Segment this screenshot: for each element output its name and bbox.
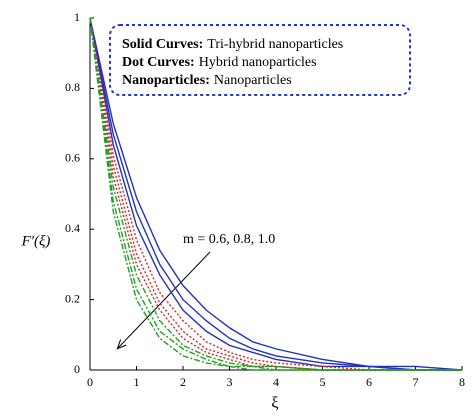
legend-text: Tri-hybrid nanoparticles — [207, 37, 343, 52]
legend-entry: Solid Curves: Tri-hybrid nanoparticles — [122, 37, 343, 52]
x-tick-label: 5 — [320, 375, 326, 389]
y-axis-label: F′(ξ) — [21, 233, 51, 249]
x-tick-label: 0 — [87, 375, 93, 389]
x-tick-label: 2 — [180, 375, 186, 389]
x-tick-label: 8 — [459, 375, 465, 389]
y-tick-label: 0.6 — [65, 151, 80, 165]
legend-text: Hybrid nanoparticles — [199, 55, 317, 70]
legend-style: Nanoparticles: — [122, 73, 210, 88]
curve — [89, 17, 462, 371]
legend-text: Nanoparticles — [214, 73, 292, 88]
legend-box — [109, 24, 411, 96]
y-tick-label: 1 — [74, 10, 80, 24]
x-tick-label: 3 — [227, 375, 233, 389]
x-tick-label: 7 — [413, 375, 419, 389]
legend-style: Dot Curves: — [122, 55, 195, 70]
curve — [89, 17, 462, 371]
x-tick-label: 4 — [273, 375, 279, 389]
y-tick-label: 0.4 — [65, 221, 80, 235]
legend-entry: Dot Curves: Hybrid nanoparticles — [122, 55, 317, 70]
legend-style: Solid Curves: — [122, 37, 203, 52]
annotation-arrow — [118, 251, 211, 348]
annotation: m = 0.6, 0.8, 1.0 — [183, 232, 275, 247]
legend-entry: Nanoparticles: Nanoparticles — [122, 73, 292, 88]
y-tick-label: 0.2 — [65, 291, 80, 305]
curve — [89, 17, 462, 371]
y-tick-label: 0 — [74, 362, 80, 376]
y-tick-label: 0.8 — [65, 80, 80, 94]
x-axis-label: ξ — [271, 395, 278, 412]
legend: Solid Curves: Tri-hybrid nanoparticles Dot… — [122, 37, 343, 88]
x-tick-label: 6 — [366, 375, 372, 389]
x-tick-label: 1 — [134, 375, 140, 389]
curve — [89, 17, 462, 371]
